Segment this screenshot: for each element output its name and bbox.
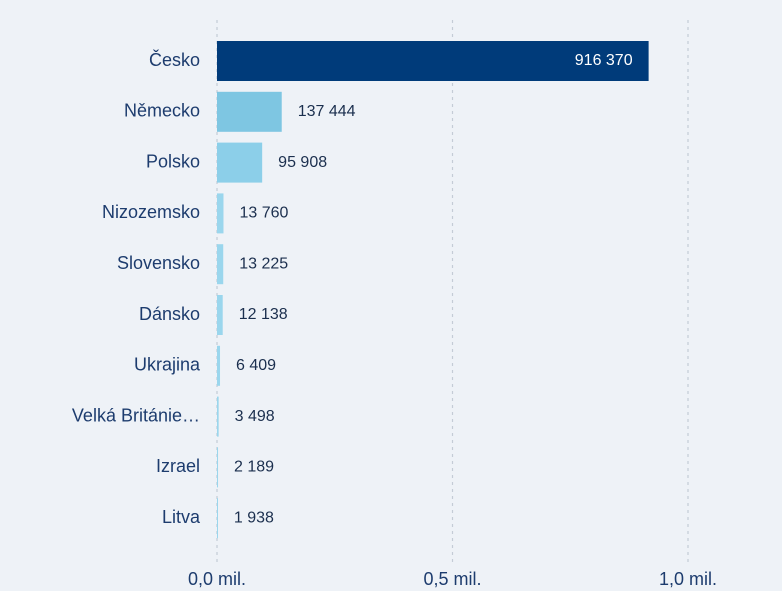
bar [217, 142, 263, 183]
value-label: 137 444 [298, 103, 356, 120]
value-label: 916 370 [575, 52, 633, 69]
category-label: Slovensko [117, 253, 200, 273]
bar [217, 447, 219, 488]
value-label: 95 908 [278, 154, 327, 171]
category-label: Izrael [156, 456, 200, 476]
bar [217, 345, 221, 386]
value-label: 2 189 [234, 459, 274, 476]
category-label: Německo [124, 101, 200, 121]
category-label: Polsko [146, 151, 200, 171]
value-label: 13 760 [239, 205, 288, 222]
x-tick-label: 1,0 mil. [659, 569, 717, 589]
category-label: Česko [149, 49, 200, 70]
category-label: Ukrajina [134, 355, 201, 375]
bar [217, 396, 219, 437]
bar [217, 91, 282, 132]
category-label: Nizozemsko [102, 202, 200, 222]
category-label: Litva [162, 507, 201, 527]
value-label: 13 225 [239, 255, 288, 272]
bar [217, 295, 223, 335]
x-tick-label: 0,5 mil. [423, 569, 481, 589]
x-tick-label: 0,0 mil. [188, 569, 246, 589]
value-label: 3 498 [235, 408, 275, 425]
value-label: 1 938 [234, 509, 274, 526]
bar [217, 244, 224, 285]
bar [217, 41, 649, 81]
bar [217, 193, 224, 234]
bar [217, 498, 218, 539]
value-label: 6 409 [236, 357, 276, 374]
value-label: 12 138 [239, 306, 288, 323]
category-label: Dánsko [139, 304, 200, 324]
category-label: Velká Británie… [72, 405, 200, 425]
